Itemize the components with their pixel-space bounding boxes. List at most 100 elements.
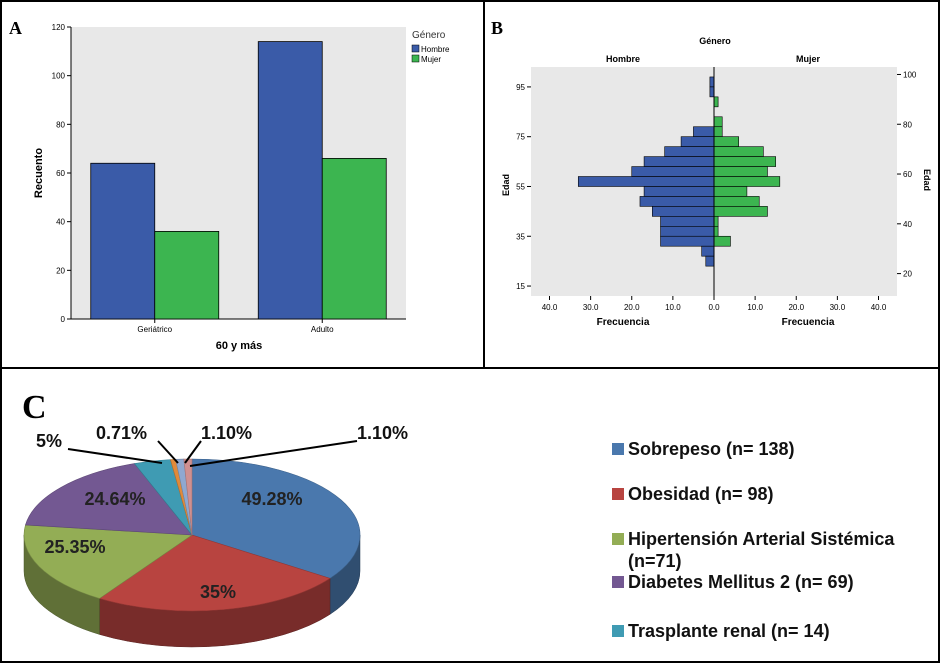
chart-b-right-tick-label: 100 — [903, 70, 917, 79]
chart-b-bar-hombre — [709, 86, 715, 98]
chart-a-xlabel: 60 y más — [216, 340, 262, 352]
pie-legend-label: Obesidad (n= 98) — [628, 484, 774, 504]
chart-a-bar-hombre-0 — [90, 162, 156, 320]
chart-b-bar-mujer — [713, 166, 768, 177]
chart-a-bar-hombre-1 — [257, 41, 323, 320]
chart-b-bar-hombre — [701, 245, 715, 257]
pie-slice-label: 5% — [36, 431, 62, 451]
pie-legend-label-line2: (n=71) — [628, 551, 682, 571]
pie-slice — [191, 458, 361, 579]
chart-b-bar-mujer — [713, 126, 723, 137]
chart-b-left-group: Hombre — [606, 54, 640, 64]
panel-c-frame — [0, 367, 940, 663]
pie-legend-swatch — [612, 533, 624, 545]
chart-b-bar-mujer — [713, 186, 748, 197]
chart-a-bar-mujer-1 — [321, 157, 387, 320]
chart-b-x-tick-label: 20.0 — [788, 303, 804, 312]
pie-slice-label: 35% — [200, 582, 236, 602]
chart-b-bar-mujer — [713, 96, 719, 108]
chart-b-bar-mujer — [713, 136, 739, 147]
chart-a-ylabel: Recuento — [33, 148, 45, 198]
chart-b-bar-hombre — [660, 235, 715, 247]
panel-c-letter: C — [22, 389, 47, 426]
chart-b-x-tick-label: 40.0 — [542, 303, 558, 312]
chart-a-legend-label: Mujer — [421, 55, 441, 64]
chart-b-bar-hombre — [643, 186, 715, 197]
pie-leader-line — [184, 440, 202, 464]
chart-b-bar-mujer — [713, 206, 768, 217]
chart-a-bar-mujer-0 — [154, 230, 220, 320]
chart-b-x-tick-label: 20.0 — [624, 303, 640, 312]
chart-b-ylabel-right: Edad — [922, 169, 932, 191]
panel-a-letter: A — [9, 18, 22, 38]
pie-legend-swatch — [612, 488, 624, 500]
chart-b-left-tick-label: 95 — [516, 83, 525, 92]
pie-legend-label: Trasplante renal (n= 14) — [628, 621, 830, 641]
chart-b-left-tick-label: 75 — [516, 133, 525, 142]
chart-b-bar-hombre — [577, 176, 715, 187]
chart-b-bar-mujer — [713, 216, 719, 227]
chart-a-xtick-label: Geriátrico — [137, 325, 172, 334]
chart-a-ytick-label: 20 — [56, 266, 65, 275]
chart-b-bar-hombre — [643, 156, 715, 167]
chart-b: Género Hombre Mujer 95 75 55 35 15 100 80 60 40 2… — [501, 36, 932, 328]
chart-b-bar-mujer — [713, 146, 764, 157]
pie-legend-swatch — [612, 576, 624, 588]
pie-legend-swatch — [612, 625, 624, 637]
pie-leader-line — [157, 440, 179, 464]
pie-slice-label: 1.10% — [201, 423, 252, 443]
chart-b-left-tick-label: 15 — [516, 282, 525, 291]
chart-b-bar-hombre — [664, 146, 715, 157]
chart-b-bar-hombre — [631, 166, 715, 177]
chart-b-bar-mujer — [713, 235, 731, 247]
pie-leader-line — [189, 440, 358, 467]
chart-b-left-tick-label: 35 — [516, 232, 525, 241]
chart-b-right-tick-label: 80 — [903, 120, 912, 129]
chart-b-bar-hombre — [680, 136, 715, 147]
pie-leader-line — [67, 448, 163, 464]
pie-legend-label: Diabetes Mellitus 2 (n= 69) — [628, 572, 854, 592]
chart-b-right-group: Mujer — [796, 54, 821, 64]
chart-b-bar-mujer — [713, 226, 719, 237]
chart-b-x-tick-label: 10.0 — [665, 303, 681, 312]
chart-b-bar-hombre — [652, 206, 715, 217]
chart-b-bar-hombre — [660, 216, 715, 227]
chart-b-bar-hombre — [693, 126, 715, 137]
pie-legend-swatch — [612, 443, 624, 455]
chart-b-bar-hombre — [660, 226, 715, 237]
chart-b-bar-hombre — [639, 196, 715, 207]
chart-b-right-tick-label: 40 — [903, 220, 912, 229]
chart-a-legend-swatch — [411, 44, 420, 53]
chart-a-ytick-label: 60 — [56, 169, 65, 178]
pie-slice — [98, 534, 331, 612]
chart-b-x-tick-label: 30.0 — [583, 303, 599, 312]
panel-b-letter: B — [491, 18, 503, 38]
pie-slice — [25, 463, 193, 536]
chart-b-right-tick-label: 60 — [903, 170, 912, 179]
chart-a-ytick-label: 80 — [56, 120, 65, 129]
chart-b-bar-mujer — [713, 156, 776, 167]
chart-a-legend-label: Hombre — [421, 45, 450, 54]
pie-slice-label: 1.10% — [357, 423, 408, 443]
chart-a-ytick-label: 100 — [52, 72, 66, 81]
chart-b-x-tick-label: 0.0 — [708, 303, 720, 312]
chart-b-right-tick-label: 20 — [903, 270, 912, 279]
chart-b-xlabel-left: Frecuencia — [597, 317, 650, 328]
pie-slice-label: 0.71% — [96, 423, 147, 443]
pie-legend-label: Hipertensión Arterial Sistémica — [628, 529, 895, 549]
pie-slice-label: 49.28% — [241, 489, 302, 509]
pie-slice — [23, 524, 193, 599]
chart-a-xtick-label: Adulto — [311, 325, 334, 334]
chart-b-bar-mujer — [713, 116, 723, 128]
chart-b-bar-hombre — [709, 76, 715, 88]
chart-a-legend-title: Género — [412, 30, 446, 41]
chart-b-x-tick-label: 40.0 — [871, 303, 887, 312]
chart-a-ytick-label: 120 — [52, 23, 66, 32]
chart-b-bar-hombre — [705, 255, 715, 267]
chart-b-xlabel-right: Frecuencia — [782, 317, 835, 328]
chart-b-ylabel-left: Edad — [501, 174, 511, 196]
pie-slice-label: 25.35% — [44, 537, 105, 557]
pie-slice-label: 24.64% — [84, 489, 145, 509]
